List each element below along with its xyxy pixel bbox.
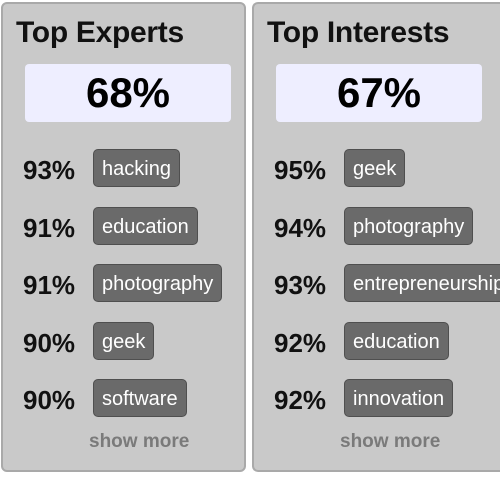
tag-button[interactable]: photography [344, 206, 474, 245]
tag-button[interactable]: hacking [93, 149, 180, 187]
match-percent: 91% [23, 270, 76, 300]
match-percent: 95% [274, 155, 327, 185]
tag-button[interactable]: geek [344, 149, 406, 187]
match-percent: 91% [23, 212, 76, 243]
match-percent: 93% [274, 270, 327, 300]
tag-button[interactable]: education [344, 321, 449, 360]
panel-title: Top Experts [16, 16, 184, 49]
tag-button[interactable]: geek [93, 321, 155, 360]
match-percent: 94% [274, 212, 327, 243]
show-more-link[interactable]: show more [340, 431, 441, 452]
show-more-link[interactable]: show more [89, 431, 190, 452]
tag-button[interactable]: innovation [344, 379, 454, 417]
top-experts-panel: Top Experts 68% 93% hacking 91% educatio… [1, 2, 246, 472]
match-percent: 93% [23, 155, 76, 185]
match-percent: 90% [23, 327, 76, 358]
match-percent: 92% [274, 327, 327, 358]
overall-score: 68% [25, 64, 231, 122]
panel-title: Top Interests [267, 16, 450, 49]
match-percent: 92% [274, 385, 327, 415]
top-interests-panel: Top Interests 67% 95% geek 94% photograp… [252, 2, 500, 472]
tag-button[interactable]: photography [93, 264, 223, 302]
match-percent: 90% [23, 385, 76, 415]
tag-button[interactable]: entrepreneurship [344, 264, 500, 302]
overall-score: 67% [276, 64, 482, 122]
tag-button[interactable]: education [93, 206, 198, 245]
tag-button[interactable]: software [93, 379, 187, 417]
